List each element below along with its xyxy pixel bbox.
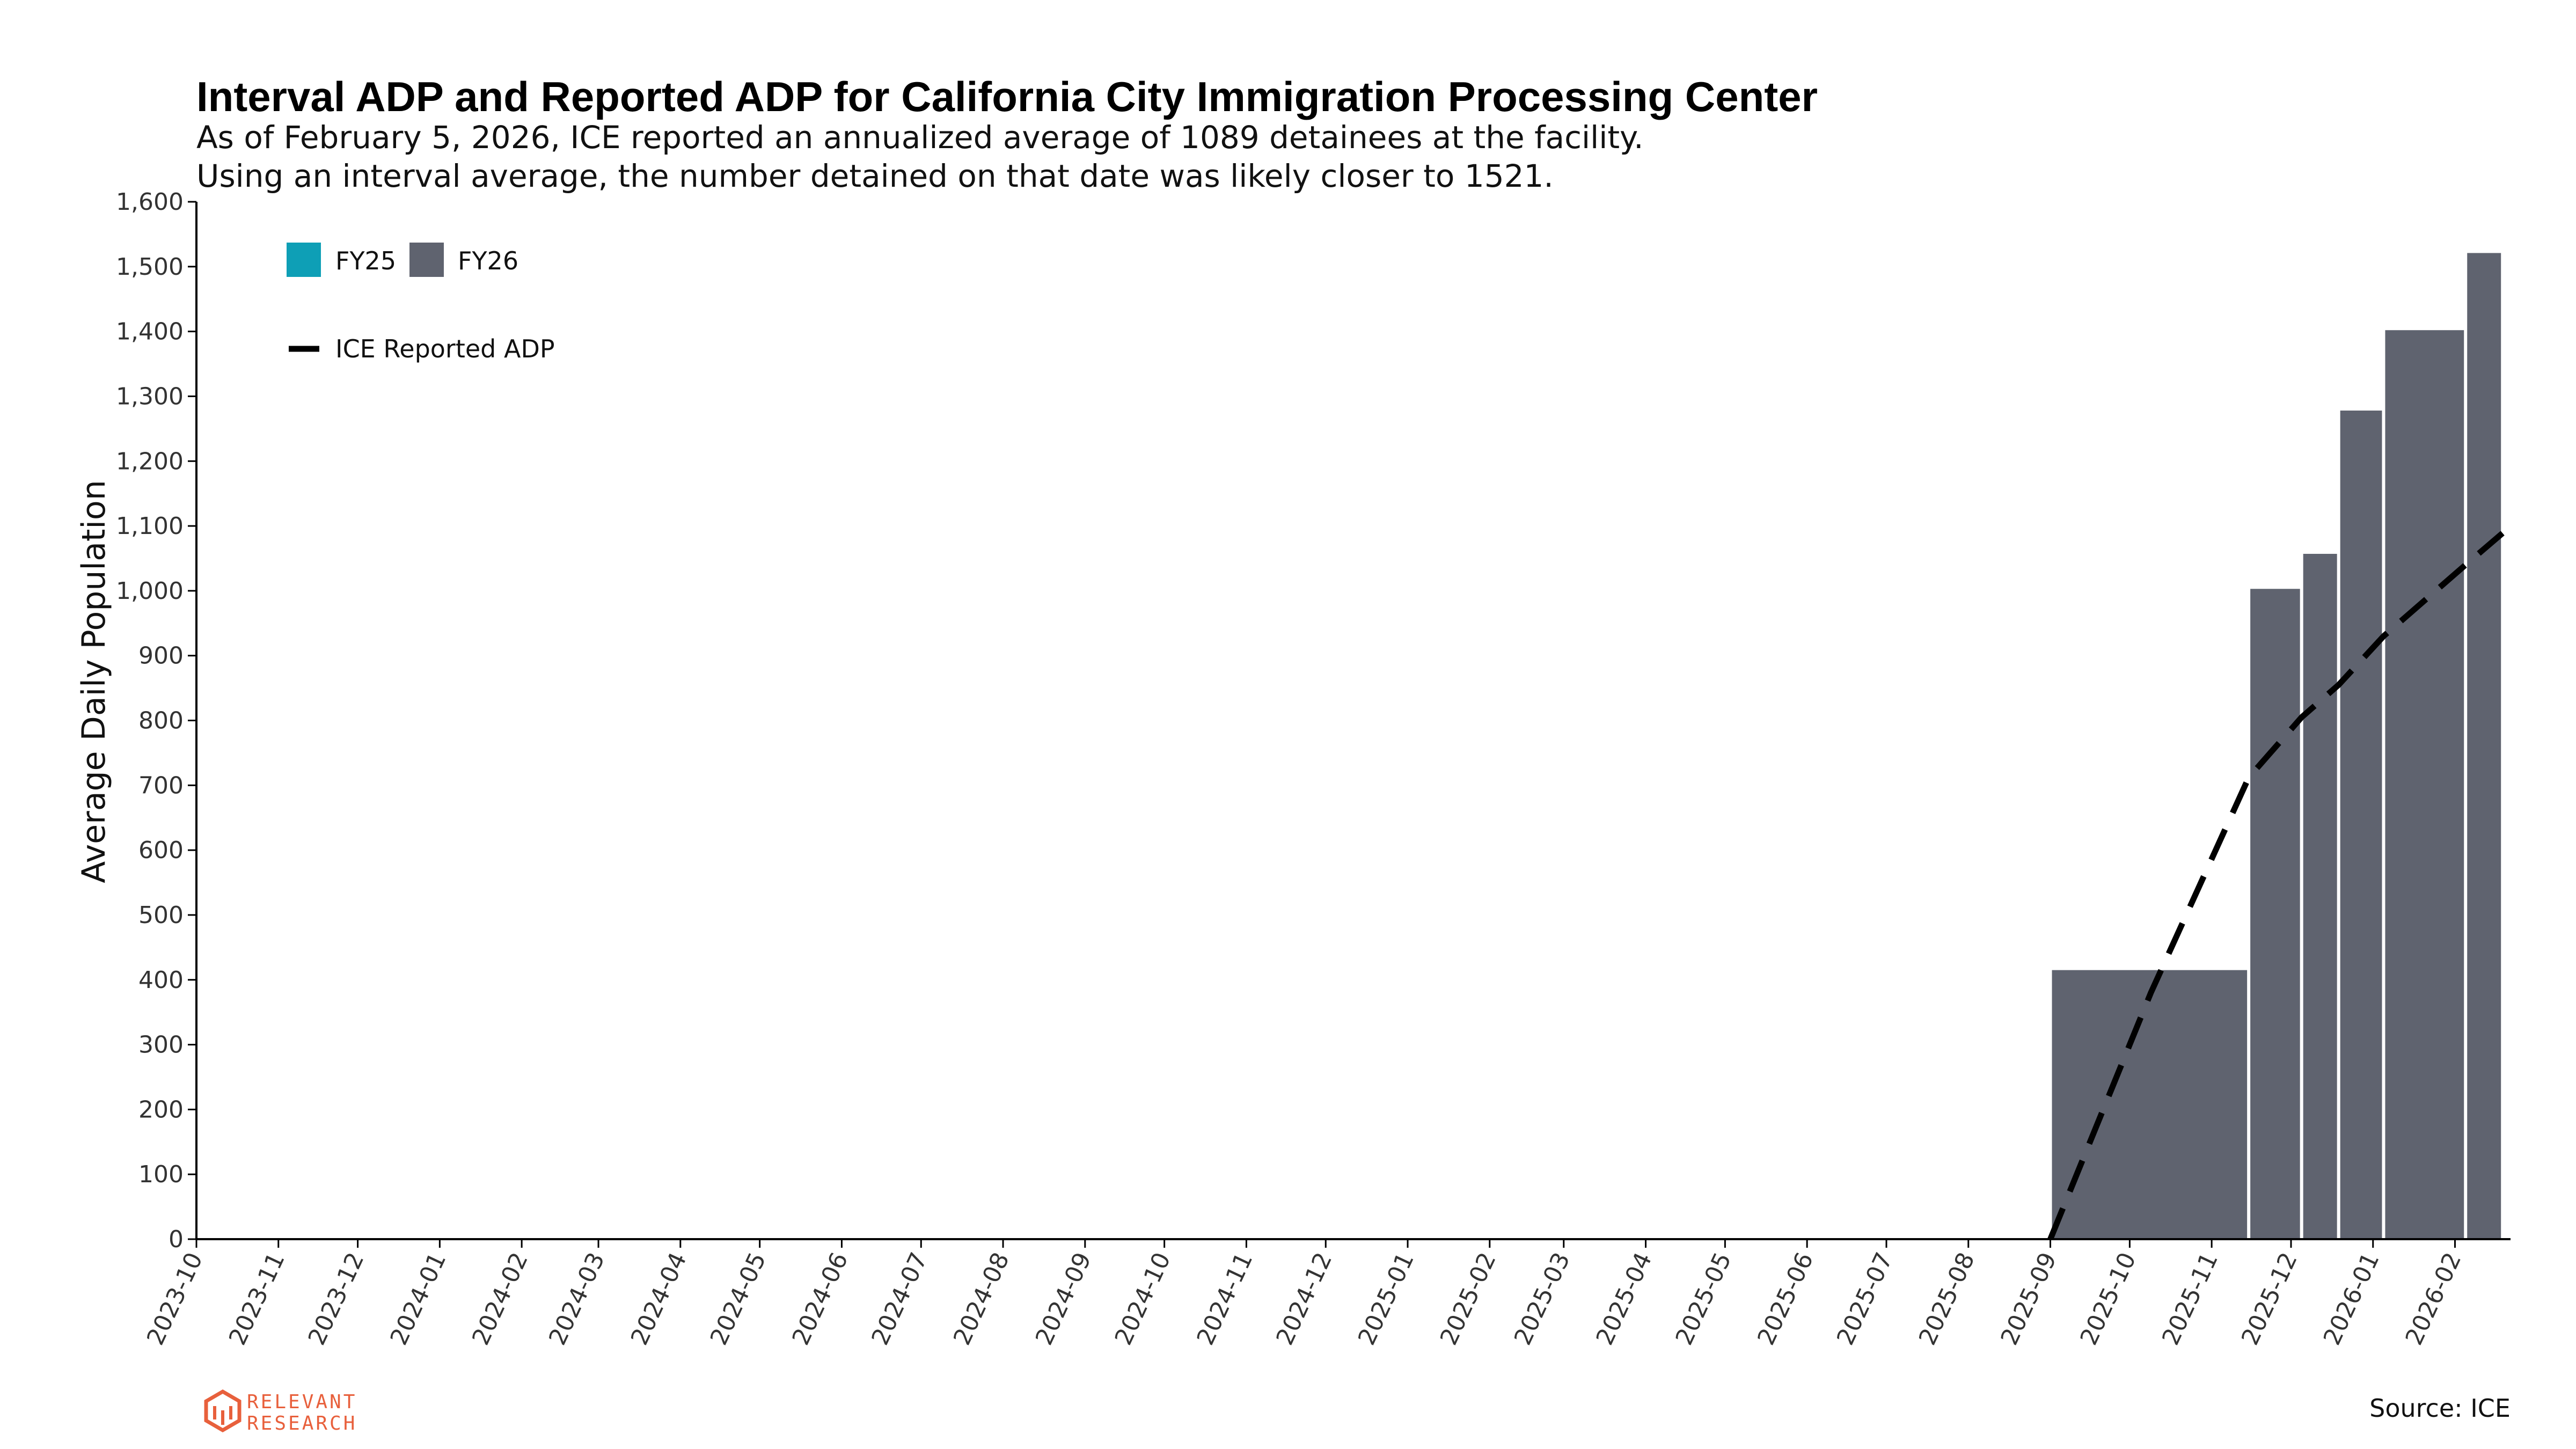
- y-tick-label: 500: [138, 902, 184, 929]
- logo-text-line-1: RELEVANT: [247, 1391, 357, 1413]
- legend-label-ice-reported-adp: ICE Reported ADP: [335, 334, 555, 363]
- y-tick-label: 900: [138, 642, 184, 670]
- x-axis-ticks: 2023-10 2023-11 2023-12 2024-01 2024-02 2024-…: [142, 1239, 2467, 1349]
- x-tick-label: 2024-05: [705, 1248, 772, 1349]
- x-tick-label: 2025-09: [1996, 1248, 2062, 1349]
- bar-5: [2467, 253, 2501, 1239]
- x-tick-label: 2026-01: [2318, 1248, 2385, 1349]
- legend: FY25 FY26 ICE Reported ADP: [287, 243, 555, 363]
- source-note: Source: ICE: [2369, 1394, 2511, 1423]
- x-tick-label: 2024-09: [1030, 1248, 1097, 1349]
- x-tick-label: 2025-11: [2157, 1248, 2223, 1349]
- x-tick-label: 2024-11: [1191, 1248, 1258, 1349]
- chart-title: Interval ADP and Reported ADP for Califo…: [196, 73, 1818, 120]
- legend-label-fy26: FY26: [458, 246, 518, 275]
- y-axis-label: Average Daily Population: [75, 480, 113, 883]
- y-tick-label: 1,100: [116, 513, 184, 540]
- x-tick-label: 2025-07: [1832, 1248, 1898, 1349]
- y-tick-label: 1,300: [116, 383, 184, 410]
- x-tick-label: 2024-06: [787, 1248, 853, 1349]
- x-tick-label: 2024-08: [948, 1248, 1015, 1349]
- x-tick-label: 2025-01: [1353, 1248, 1419, 1349]
- x-tick-label: 2023-10: [142, 1248, 208, 1349]
- y-tick-label: 100: [138, 1161, 184, 1188]
- x-tick-label: 2023-12: [303, 1248, 370, 1349]
- x-tick-label: 2025-12: [2236, 1248, 2303, 1349]
- y-tick-label: 1,200: [116, 448, 184, 475]
- chart-subtitle-line-1: As of February 5, 2026, ICE reported an …: [196, 119, 1644, 156]
- relevant-research-logo: RELEVANT RESEARCH: [204, 1389, 357, 1435]
- y-tick-label: 700: [138, 772, 184, 799]
- x-tick-label: 2025-08: [1914, 1248, 1980, 1349]
- x-tick-label: 2024-03: [544, 1248, 610, 1349]
- bar-0: [2052, 970, 2248, 1239]
- y-tick-label: 0: [169, 1226, 184, 1253]
- bar-4: [2385, 330, 2464, 1239]
- y-axis-ticks: 0 100 200 300 400 500 600 700 800 900 1,000 1,100 1,…: [116, 188, 196, 1253]
- y-tick-label: 1,500: [116, 253, 184, 281]
- x-tick-label: 2024-07: [866, 1248, 933, 1349]
- y-tick-label: 1,600: [116, 188, 184, 216]
- legend-label-fy25: FY25: [335, 246, 396, 275]
- x-tick-label: 2026-02: [2401, 1248, 2467, 1349]
- bar-3: [2340, 411, 2382, 1239]
- legend-swatch-fy26: [409, 243, 444, 277]
- x-tick-label: 2025-04: [1591, 1248, 1658, 1349]
- chart-subtitle-line-2: Using an interval average, the number de…: [196, 158, 1554, 194]
- x-tick-label: 2025-03: [1509, 1248, 1576, 1349]
- bar-1: [2250, 589, 2300, 1239]
- x-tick-label: 2024-10: [1110, 1248, 1176, 1349]
- x-tick-label: 2023-11: [224, 1248, 290, 1349]
- x-tick-label: 2024-12: [1271, 1248, 1337, 1349]
- ice-reported-adp-line: [2047, 531, 2505, 1241]
- bar-layer: [2052, 253, 2501, 1239]
- hexagon-logo-icon: [204, 1389, 241, 1433]
- y-tick-label: 400: [138, 967, 184, 994]
- bar-2: [2303, 554, 2337, 1239]
- logo-text-line-2: RESEARCH: [247, 1413, 357, 1435]
- x-tick-label: 2025-05: [1670, 1248, 1737, 1349]
- y-tick-label: 1,400: [116, 318, 184, 346]
- y-tick-label: 800: [138, 707, 184, 735]
- x-tick-label: 2024-02: [467, 1248, 533, 1349]
- line-layer: [2047, 531, 2505, 1241]
- y-tick-label: 200: [138, 1096, 184, 1123]
- x-tick-label: 2024-01: [385, 1248, 451, 1349]
- y-tick-label: 600: [138, 837, 184, 864]
- x-tick-label: 2024-04: [626, 1248, 692, 1349]
- x-tick-label: 2025-10: [2075, 1248, 2141, 1349]
- y-tick-label: 1,000: [116, 577, 184, 605]
- x-tick-label: 2025-02: [1435, 1248, 1502, 1349]
- y-tick-label: 300: [138, 1031, 184, 1059]
- x-tick-label: 2025-06: [1752, 1248, 1819, 1349]
- legend-swatch-fy25: [287, 243, 321, 277]
